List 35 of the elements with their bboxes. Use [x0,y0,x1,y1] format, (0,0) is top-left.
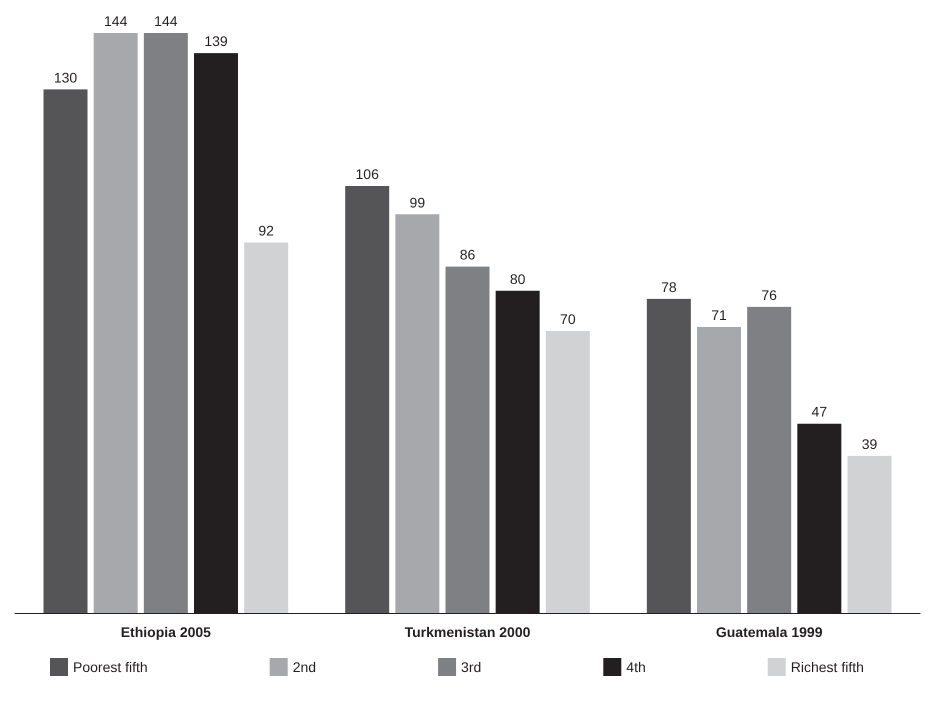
bar [395,214,440,613]
data-label: 70 [560,311,576,328]
data-label: 86 [460,246,476,263]
data-label: 76 [761,286,778,303]
data-label: 99 [410,194,426,210]
x-tick-label: Guatemala 1999 [716,624,823,640]
data-label: 92 [258,222,274,238]
bar [44,89,88,613]
legend-label: 2nd [292,659,316,675]
bar [345,186,390,613]
data-label: 39 [862,436,878,452]
bar [747,306,792,613]
bar [646,298,691,613]
data-label: 47 [812,404,828,420]
data-label: 144 [154,13,178,29]
data-label: 139 [204,33,228,50]
legend-label: 3rd [461,659,482,675]
data-label: 144 [104,13,128,29]
data-label: 80 [510,270,526,287]
x-tick-label: Ethiopia 2005 [120,624,212,640]
legend-label: Richest fifth [790,659,864,675]
legend-label: Poorest fifth [73,659,148,675]
bar [144,33,188,613]
bar [546,331,590,613]
bar [697,327,742,613]
bar [847,456,892,613]
bar [94,33,138,613]
bar [244,242,288,613]
bar [446,266,490,613]
data-label: 130 [54,69,78,86]
data-label: 106 [356,166,380,182]
data-label: 78 [661,278,677,295]
x-tick-label: Turkmenistan 2000 [404,624,531,640]
legend-label: 4th [626,659,646,675]
data-label: 71 [711,307,728,324]
